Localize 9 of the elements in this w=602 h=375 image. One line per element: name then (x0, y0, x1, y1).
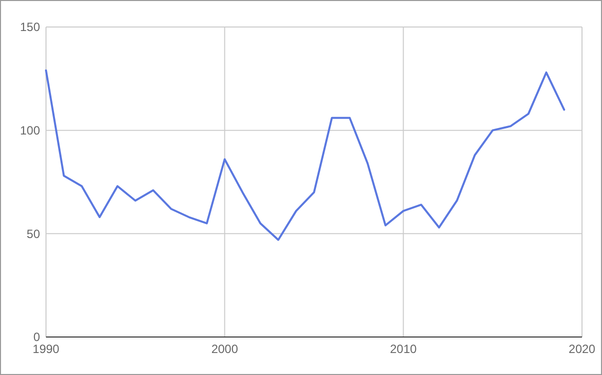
x-tick-label: 2020 (568, 342, 596, 356)
x-tick-label: 1990 (32, 342, 60, 356)
y-tick-label: 0 (33, 330, 40, 344)
y-tick-label: 150 (20, 20, 40, 34)
y-tick-label: 50 (26, 226, 40, 241)
x-tick-label: 2000 (211, 342, 238, 356)
y-tick-label: 100 (20, 124, 40, 138)
x-tick-label: 2010 (390, 342, 418, 356)
line-series (45, 69, 566, 241)
